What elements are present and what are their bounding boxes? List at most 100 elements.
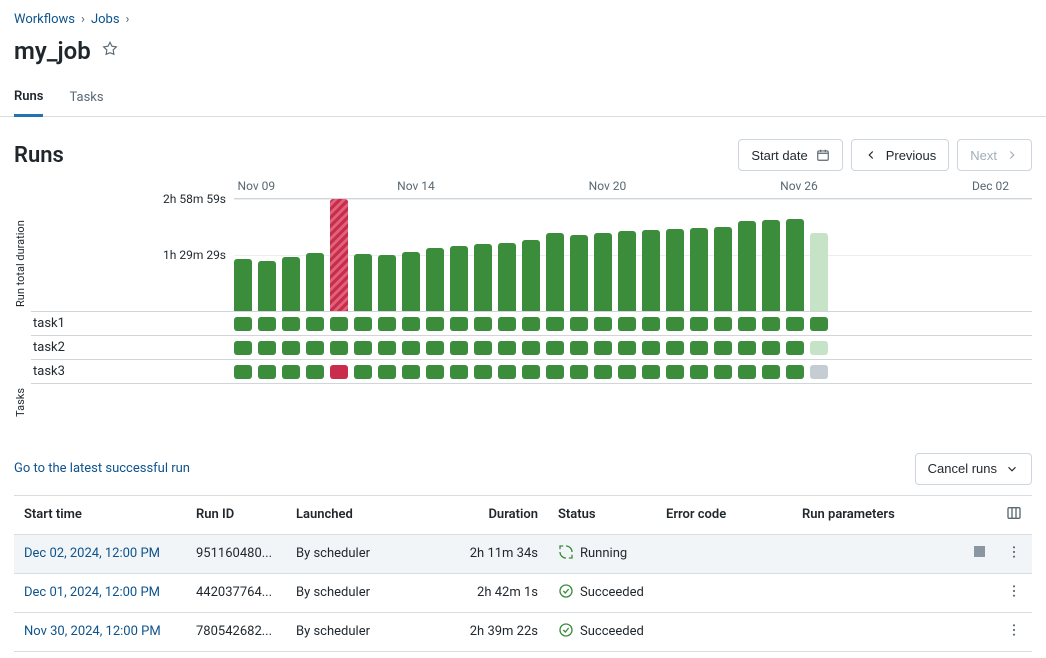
run-bar[interactable] [690, 228, 708, 311]
task-cell[interactable] [666, 365, 684, 379]
task-cell[interactable] [546, 365, 564, 379]
cancel-runs-button[interactable]: Cancel runs [915, 453, 1032, 485]
run-bar[interactable] [570, 235, 588, 311]
cell-start-time[interactable]: Dec 01, 2024, 12:00 PM [14, 573, 186, 612]
task-cell[interactable] [714, 365, 732, 379]
task-cell[interactable] [306, 317, 324, 331]
task-cell[interactable] [330, 341, 348, 355]
task-cell[interactable] [354, 317, 372, 331]
task-cell[interactable] [618, 317, 636, 331]
task-cell[interactable] [402, 365, 420, 379]
task-cell[interactable] [642, 317, 660, 331]
task-cell[interactable] [306, 365, 324, 379]
task-cell[interactable] [690, 317, 708, 331]
task-cell[interactable] [354, 341, 372, 355]
col-duration[interactable]: Duration [416, 495, 548, 534]
run-bar[interactable] [402, 252, 420, 311]
task-cell[interactable] [522, 365, 540, 379]
task-cell[interactable] [426, 341, 444, 355]
task-cell[interactable] [690, 341, 708, 355]
task-cell[interactable] [762, 341, 780, 355]
task-cell[interactable] [474, 365, 492, 379]
table-row[interactable]: Dec 01, 2024, 12:00 PM442037764...By sch… [14, 573, 1032, 612]
task-cell[interactable] [330, 317, 348, 331]
run-bar[interactable] [738, 221, 756, 311]
task-cell[interactable] [234, 317, 252, 331]
run-bar[interactable] [354, 254, 372, 311]
col-error[interactable]: Error code [656, 495, 792, 534]
task-cell[interactable] [810, 341, 828, 355]
task-cell[interactable] [474, 341, 492, 355]
task-cell[interactable] [786, 365, 804, 379]
run-bar[interactable] [282, 257, 300, 311]
task-cell[interactable] [282, 341, 300, 355]
row-menu-button[interactable] [996, 612, 1032, 651]
task-cell[interactable] [378, 365, 396, 379]
task-cell[interactable] [594, 365, 612, 379]
task-cell[interactable] [426, 317, 444, 331]
task-cell[interactable] [378, 341, 396, 355]
col-run-id[interactable]: Run ID [186, 495, 286, 534]
cell-start-time[interactable]: Dec 02, 2024, 12:00 PM [14, 534, 186, 573]
task-cell[interactable] [474, 317, 492, 331]
task-cell[interactable] [378, 317, 396, 331]
task-cell[interactable] [450, 341, 468, 355]
run-bar[interactable] [546, 233, 564, 311]
task-cell[interactable] [810, 317, 828, 331]
task-cell[interactable] [402, 317, 420, 331]
stop-run-button[interactable] [962, 534, 996, 573]
task-cell[interactable] [618, 365, 636, 379]
run-bar[interactable] [378, 255, 396, 311]
task-cell[interactable] [738, 365, 756, 379]
task-cell[interactable] [330, 365, 348, 379]
task-cell[interactable] [810, 365, 828, 379]
next-button[interactable]: Next [957, 139, 1032, 171]
task-cell[interactable] [594, 341, 612, 355]
tab-runs[interactable]: Runs [14, 79, 43, 117]
start-date-button[interactable]: Start date [738, 139, 842, 171]
task-cell[interactable] [498, 365, 516, 379]
task-cell[interactable] [402, 341, 420, 355]
task-cell[interactable] [666, 317, 684, 331]
task-cell[interactable] [546, 317, 564, 331]
task-cell[interactable] [570, 317, 588, 331]
row-menu-button[interactable] [996, 573, 1032, 612]
breadcrumb-workflows[interactable]: Workflows [14, 12, 75, 27]
run-bar[interactable] [786, 219, 804, 311]
task-cell[interactable] [690, 365, 708, 379]
task-cell[interactable] [234, 365, 252, 379]
run-bar[interactable] [642, 230, 660, 311]
col-status[interactable]: Status [548, 495, 656, 534]
cell-start-time[interactable]: Nov 30, 2024, 12:00 PM [14, 612, 186, 651]
task-cell[interactable] [522, 317, 540, 331]
run-bar[interactable] [522, 240, 540, 311]
table-row[interactable]: Nov 30, 2024, 12:00 PM780542682...By sch… [14, 612, 1032, 651]
run-bar[interactable] [594, 233, 612, 311]
task-cell[interactable] [762, 317, 780, 331]
task-cell[interactable] [570, 365, 588, 379]
task-cell[interactable] [498, 341, 516, 355]
task-cell[interactable] [258, 341, 276, 355]
task-cell[interactable] [594, 317, 612, 331]
task-cell[interactable] [618, 341, 636, 355]
task-cell[interactable] [450, 365, 468, 379]
run-bar[interactable] [618, 231, 636, 311]
run-bar[interactable] [762, 220, 780, 311]
task-cell[interactable] [666, 341, 684, 355]
task-cell[interactable] [714, 341, 732, 355]
run-bar[interactable] [666, 229, 684, 311]
task-cell[interactable] [786, 317, 804, 331]
task-cell[interactable] [522, 341, 540, 355]
star-icon[interactable] [101, 40, 119, 62]
task-cell[interactable] [546, 341, 564, 355]
task-cell[interactable] [642, 365, 660, 379]
task-cell[interactable] [714, 317, 732, 331]
task-cell[interactable] [282, 317, 300, 331]
tab-tasks[interactable]: Tasks [69, 80, 103, 115]
run-bar[interactable] [714, 227, 732, 311]
col-start-time[interactable]: Start time [14, 495, 186, 534]
run-bar[interactable] [498, 243, 516, 311]
run-bar[interactable] [450, 246, 468, 311]
task-cell[interactable] [642, 341, 660, 355]
task-cell[interactable] [570, 341, 588, 355]
